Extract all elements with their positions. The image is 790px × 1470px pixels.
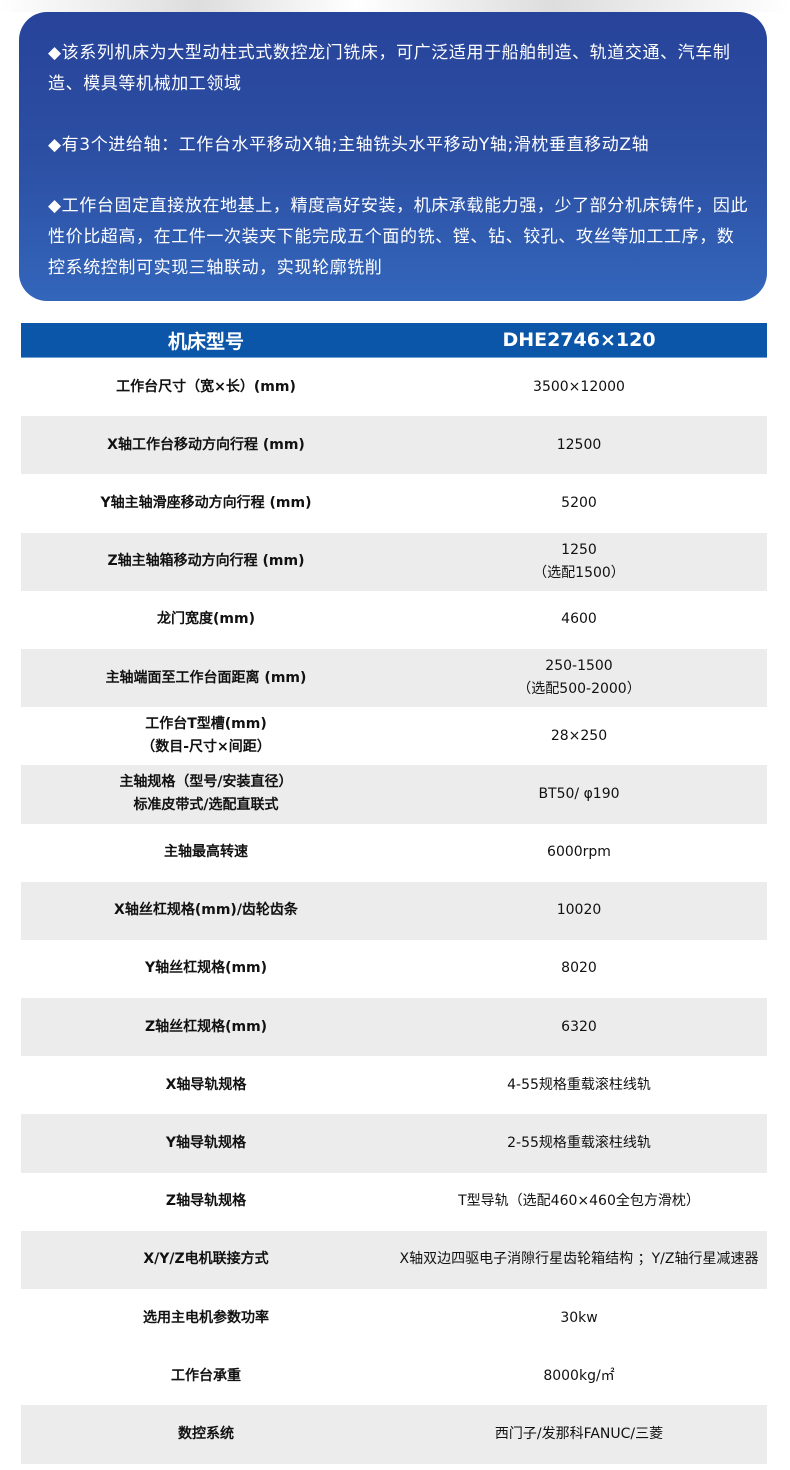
spec-value: 10020 [556, 902, 602, 919]
spec-value: 5200 [561, 494, 597, 511]
spec-value: BT50/ φ190 [538, 785, 620, 802]
table-row: Y轴丝杠规格(mm) 8020 [21, 940, 767, 998]
spec-label: Z轴主轴箱移动方向行程 (mm) [107, 553, 305, 570]
table-row: 工作台尺寸（宽×长）(mm) 3500×12000 [21, 358, 767, 416]
spec-value: 2-55规格重载滚柱线轨 [507, 1135, 651, 1152]
table-row: Y轴主轴滑座移动方向行程 (mm) 5200 [21, 474, 767, 532]
spec-value: 6320 [561, 1018, 597, 1035]
table-row: Y轴导轨规格 2-55规格重载滚柱线轨 [21, 1114, 767, 1173]
spec-label: Y轴丝杠规格(mm) [144, 960, 268, 977]
spec-value: 6000rpm [547, 844, 611, 861]
header-model: DHE2746×120 [502, 329, 656, 351]
spec-value: 4-55规格重载滚柱线轨 [507, 1076, 651, 1093]
intro-paragraph-3: ◆工作台固定直接放在地基上，精度高好安装，机床承载能力强，少了部分机床铸件，因此… [48, 196, 749, 278]
spec-label: Y轴导轨规格 [165, 1135, 247, 1152]
table-row: X轴工作台移动方向行程 (mm) 12500 [21, 416, 767, 475]
spec-value: 250-1500 （选配500-2000） [517, 658, 641, 698]
spec-value: 3500×12000 [533, 378, 625, 395]
table-row: Z轴导轨规格 T型导轨（选配460×460全包方滑枕） [21, 1173, 767, 1231]
spec-label: X轴导轨规格 [165, 1076, 247, 1093]
spec-value: 西门子/发那科FANUC/三菱 [494, 1425, 664, 1442]
table-row: X轴导轨规格 4-55规格重载滚柱线轨 [21, 1056, 767, 1114]
table-header: 机床型号 DHE2746×120 [21, 323, 767, 358]
spec-value: 8020 [561, 960, 597, 977]
spec-label: 数控系统 [178, 1425, 234, 1442]
spec-label: 主轴规格（型号/安装直径） 标准皮带式/选配直联式 [119, 774, 293, 814]
spec-label: X/Y/Z电机联接方式 [143, 1251, 269, 1268]
spec-value: 8000kg/㎡ [543, 1367, 615, 1384]
table-row: 主轴端面至工作台面距离 (mm) 250-1500 （选配500-2000） [21, 648, 767, 708]
table-row: 主轴规格（型号/安装直径） 标准皮带式/选配直联式 BT50/ φ190 [21, 765, 767, 824]
spec-label: Z轴丝杠规格(mm) [144, 1018, 268, 1035]
table-row: 选用主电机参数功率 30kw [21, 1289, 767, 1347]
spec-label: 工作台尺寸（宽×长）(mm) [116, 378, 296, 395]
spec-value: 30kw [560, 1309, 598, 1326]
table-row: Z轴丝杠规格(mm) 6320 [21, 998, 767, 1057]
table-row: 工作台承重 8000kg/㎡ [21, 1347, 767, 1405]
spec-table: 机床型号 DHE2746×120 工作台尺寸（宽×长）(mm) 3500×1200… [21, 323, 767, 1464]
spec-value: X轴双边四驱电子消隙行星齿轮箱结构 ；Y/Z轴行星减速器 [399, 1251, 759, 1268]
intro-paragraph-1: ◆该系列机床为大型动柱式式数控龙门铣床，可广泛适用于船舶制造、轨道交通、汽车制造… [48, 43, 731, 94]
spec-label: 工作台承重 [171, 1367, 241, 1384]
spec-label: 龙门宽度(mm) [157, 611, 255, 628]
table-row: X轴丝杠规格(mm)/齿轮齿条 10020 [21, 881, 767, 940]
spec-label: Y轴主轴滑座移动方向行程 (mm) [100, 494, 312, 511]
spec-value: 1250 （选配1500） [533, 541, 625, 581]
table-row: 数控系统 西门子/发那科FANUC/三菱 [21, 1405, 767, 1464]
table-row: 龙门宽度(mm) 4600 [21, 591, 767, 649]
spec-label: 主轴最高转速 [164, 844, 248, 861]
spec-label: Z轴导轨规格 [165, 1193, 247, 1210]
table-row: 主轴最高转速 6000rpm [21, 824, 767, 882]
spec-label: 选用主电机参数功率 [143, 1309, 269, 1326]
spec-value: 4600 [561, 611, 597, 628]
spec-label: 工作台T型槽(mm) （数目-尺寸×间距） [141, 716, 271, 756]
intro-card: ◆该系列机床为大型动柱式式数控龙门铣床，可广泛适用于船舶制造、轨道交通、汽车制造… [19, 12, 767, 301]
top-shadow [0, 0, 790, 12]
spec-label: X轴丝杠规格(mm)/齿轮齿条 [114, 902, 298, 919]
spec-value: T型导轨（选配460×460全包方滑枕） [458, 1193, 700, 1210]
spec-label: X轴工作台移动方向行程 (mm) [107, 436, 305, 453]
spec-value: 28×250 [550, 727, 608, 744]
spec-value: 12500 [556, 436, 602, 453]
header-label: 机床型号 [167, 330, 244, 353]
intro-paragraph-2: ◆有3个进给轴：工作台水平移动X轴;主轴铣头水平移动Y轴;滑枕垂直移动Z轴 [48, 135, 650, 155]
table-row: Z轴主轴箱移动方向行程 (mm) 1250 （选配1500） [21, 532, 767, 591]
spec-label: 主轴端面至工作台面距离 (mm) [105, 669, 307, 686]
table-row: X/Y/Z电机联接方式 X轴双边四驱电子消隙行星齿轮箱结构 ；Y/Z轴行星减速器 [21, 1230, 767, 1289]
table-row: 工作台T型槽(mm) （数目-尺寸×间距） 28×250 [21, 707, 767, 765]
